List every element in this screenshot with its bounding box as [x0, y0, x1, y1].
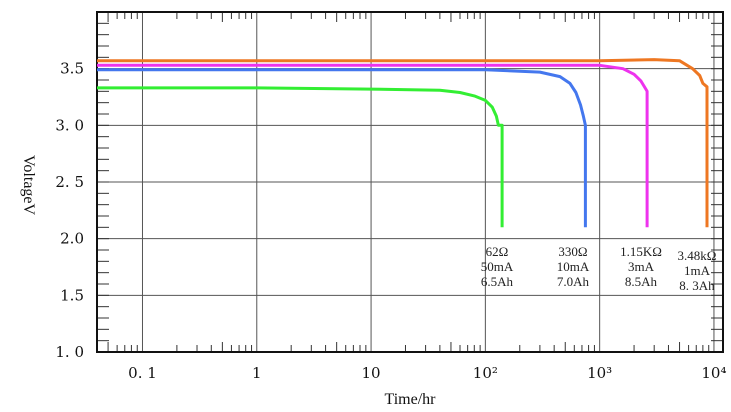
- series-annotation-line: 62Ω: [486, 244, 509, 259]
- x-tick-label: 0. 1: [128, 364, 157, 382]
- x-tick-label: 10: [362, 364, 381, 382]
- series-line-3: [97, 63, 649, 228]
- series-annotation-line: 8.5Ah: [625, 274, 658, 289]
- series-layer: [97, 58, 709, 228]
- series-line-1: [97, 86, 504, 228]
- series-annotation-line: 330Ω: [558, 244, 587, 259]
- x-tick-label: 10³: [587, 364, 612, 382]
- y-tick-label: 3. 0: [55, 116, 84, 134]
- x-axis-title: Time/hr: [385, 391, 437, 408]
- series-annotation-line: 3mA: [628, 259, 655, 274]
- series-line-4: [97, 58, 709, 228]
- x-tick-label: 1: [252, 364, 262, 382]
- series-annotation-line: 50mA: [481, 259, 514, 274]
- series-annotation-line: 6.5Ah: [481, 274, 514, 289]
- plot-frame: [96, 11, 724, 353]
- series-annotation-line: 1.15KΩ: [620, 244, 662, 259]
- x-tick-label: 10⁴: [701, 364, 726, 382]
- series-annotation-line: 10mA: [557, 259, 590, 274]
- series-annotation-line: 1mA: [684, 263, 711, 278]
- y-tick-label: 2. 5: [55, 173, 84, 191]
- series-line-2: [97, 68, 587, 228]
- y-tick-label: 3.5: [60, 60, 84, 78]
- y-axis-title: VoltageV: [20, 155, 37, 216]
- y-tick-label: 2.0: [60, 230, 84, 248]
- series-annotation-line: 3.48kΩ: [678, 248, 717, 263]
- series-annotation-line: 8. 3Ah: [679, 278, 715, 293]
- x-tick-labels: 0. 1 1 10 10² 10³ 10⁴: [128, 364, 726, 382]
- y-tick-label: 1.5: [60, 286, 84, 304]
- axis-ticks: [97, 12, 723, 352]
- x-tick-label: 10²: [473, 364, 498, 382]
- y-tick-labels: 1. 0 1.5 2.0 2. 5 3. 0 3.5: [55, 60, 84, 361]
- series-annotation-line: 7.0Ah: [557, 274, 590, 289]
- y-tick-label: 1. 0: [55, 343, 84, 361]
